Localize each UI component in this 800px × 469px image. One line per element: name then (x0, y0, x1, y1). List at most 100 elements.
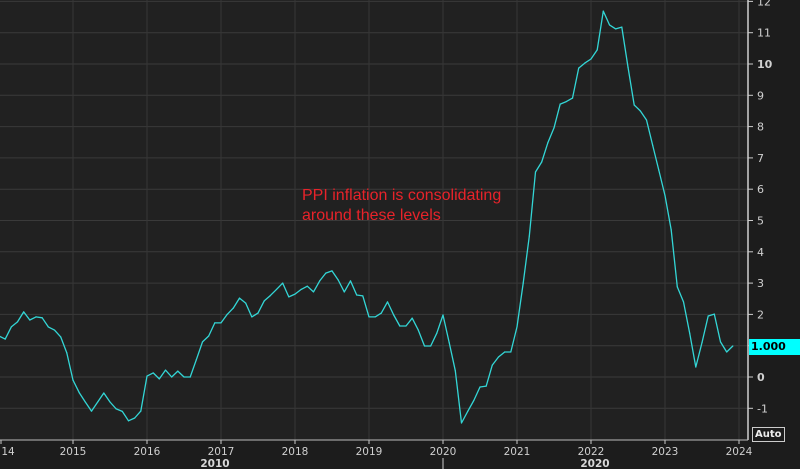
data-point (393, 314, 395, 316)
data-point (220, 322, 222, 324)
data-point (16, 321, 19, 323)
y-tick-label: 8 (757, 121, 764, 134)
x-tick-label: 2021 (504, 446, 531, 458)
data-point (491, 364, 493, 366)
data-point (473, 399, 475, 402)
y-tick-label: 4 (757, 246, 764, 259)
data-point (146, 375, 148, 377)
y-tick-label: 3 (757, 277, 764, 290)
data-point (534, 171, 537, 173)
data-point (171, 376, 173, 378)
data-point (195, 359, 197, 361)
data-point (516, 326, 518, 328)
data-point (331, 270, 333, 272)
data-point (47, 326, 49, 328)
data-point (72, 379, 74, 381)
data-point (732, 345, 734, 347)
data-point (97, 401, 99, 403)
x-tick-label: 2016 (134, 446, 161, 458)
data-point (109, 401, 111, 403)
data-point (386, 301, 389, 303)
data-point (374, 316, 376, 318)
auto-scale-button[interactable]: Auto (752, 427, 785, 442)
data-point (183, 376, 185, 378)
decade-label: 2010 (200, 458, 229, 469)
data-point (380, 312, 382, 314)
data-point (368, 316, 370, 318)
ppi-series-line (0, 10, 734, 424)
y-tick-label: 11 (757, 27, 771, 40)
y-tick-label: -1 (757, 402, 768, 415)
data-point (275, 288, 278, 290)
data-point (454, 370, 456, 372)
data-point (448, 341, 450, 344)
data-point (214, 322, 216, 324)
data-point (608, 24, 611, 26)
data-point (460, 422, 463, 424)
data-point (639, 110, 641, 112)
decade-label: 2020 (580, 458, 609, 469)
data-point (528, 235, 530, 237)
data-point (103, 392, 105, 394)
data-point (430, 345, 432, 347)
y-tick-label: 7 (757, 152, 764, 165)
data-point (226, 313, 228, 315)
data-point (245, 302, 247, 304)
data-point (399, 325, 401, 327)
data-point (189, 376, 191, 378)
last-value-label: 1.000 (749, 339, 800, 355)
data-point (134, 417, 136, 419)
data-point (479, 386, 481, 388)
data-point (547, 142, 549, 144)
data-point (670, 229, 672, 231)
data-point (306, 285, 308, 287)
annotation-line-1: PPI inflation is consolidating (302, 187, 502, 204)
x-tick-label: 2024 (726, 446, 753, 458)
data-point (257, 312, 259, 314)
data-point (664, 194, 666, 197)
data-point (356, 294, 358, 296)
data-point (417, 329, 419, 331)
data-point (541, 161, 543, 163)
data-point (53, 329, 56, 331)
data-point (627, 66, 629, 68)
data-point (590, 58, 592, 60)
data-point (66, 352, 68, 354)
data-point (23, 311, 25, 313)
data-point (35, 316, 37, 318)
data-point (565, 100, 567, 103)
data-point (584, 62, 586, 64)
data-point (343, 291, 345, 293)
x-tick-label: 2017 (208, 446, 235, 458)
data-point (294, 293, 296, 295)
data-point (232, 307, 234, 309)
data-point (41, 317, 43, 319)
data-point (707, 315, 709, 317)
data-point (615, 28, 617, 30)
data-point (312, 291, 315, 293)
data-point (621, 26, 623, 28)
data-point (713, 313, 715, 315)
data-point (689, 332, 691, 334)
data-point (652, 144, 654, 146)
data-point (201, 341, 204, 343)
data-point (325, 272, 327, 274)
data-point (362, 295, 364, 297)
data-point (695, 366, 697, 368)
data-point (337, 279, 339, 281)
data-point (90, 410, 93, 412)
data-point (251, 316, 253, 318)
x-tick-label: 2020 (430, 446, 457, 458)
x-tick-label: 2022 (578, 446, 605, 458)
data-point (571, 97, 574, 99)
y-tick-label: 2 (757, 308, 764, 321)
data-point (282, 282, 284, 284)
data-point (602, 10, 604, 12)
data-point (633, 104, 635, 106)
y-tick-label: 10 (757, 58, 773, 71)
chart-annotation: PPI inflation is consolidating around th… (302, 186, 501, 226)
data-point (522, 282, 524, 284)
data-point (177, 370, 179, 372)
